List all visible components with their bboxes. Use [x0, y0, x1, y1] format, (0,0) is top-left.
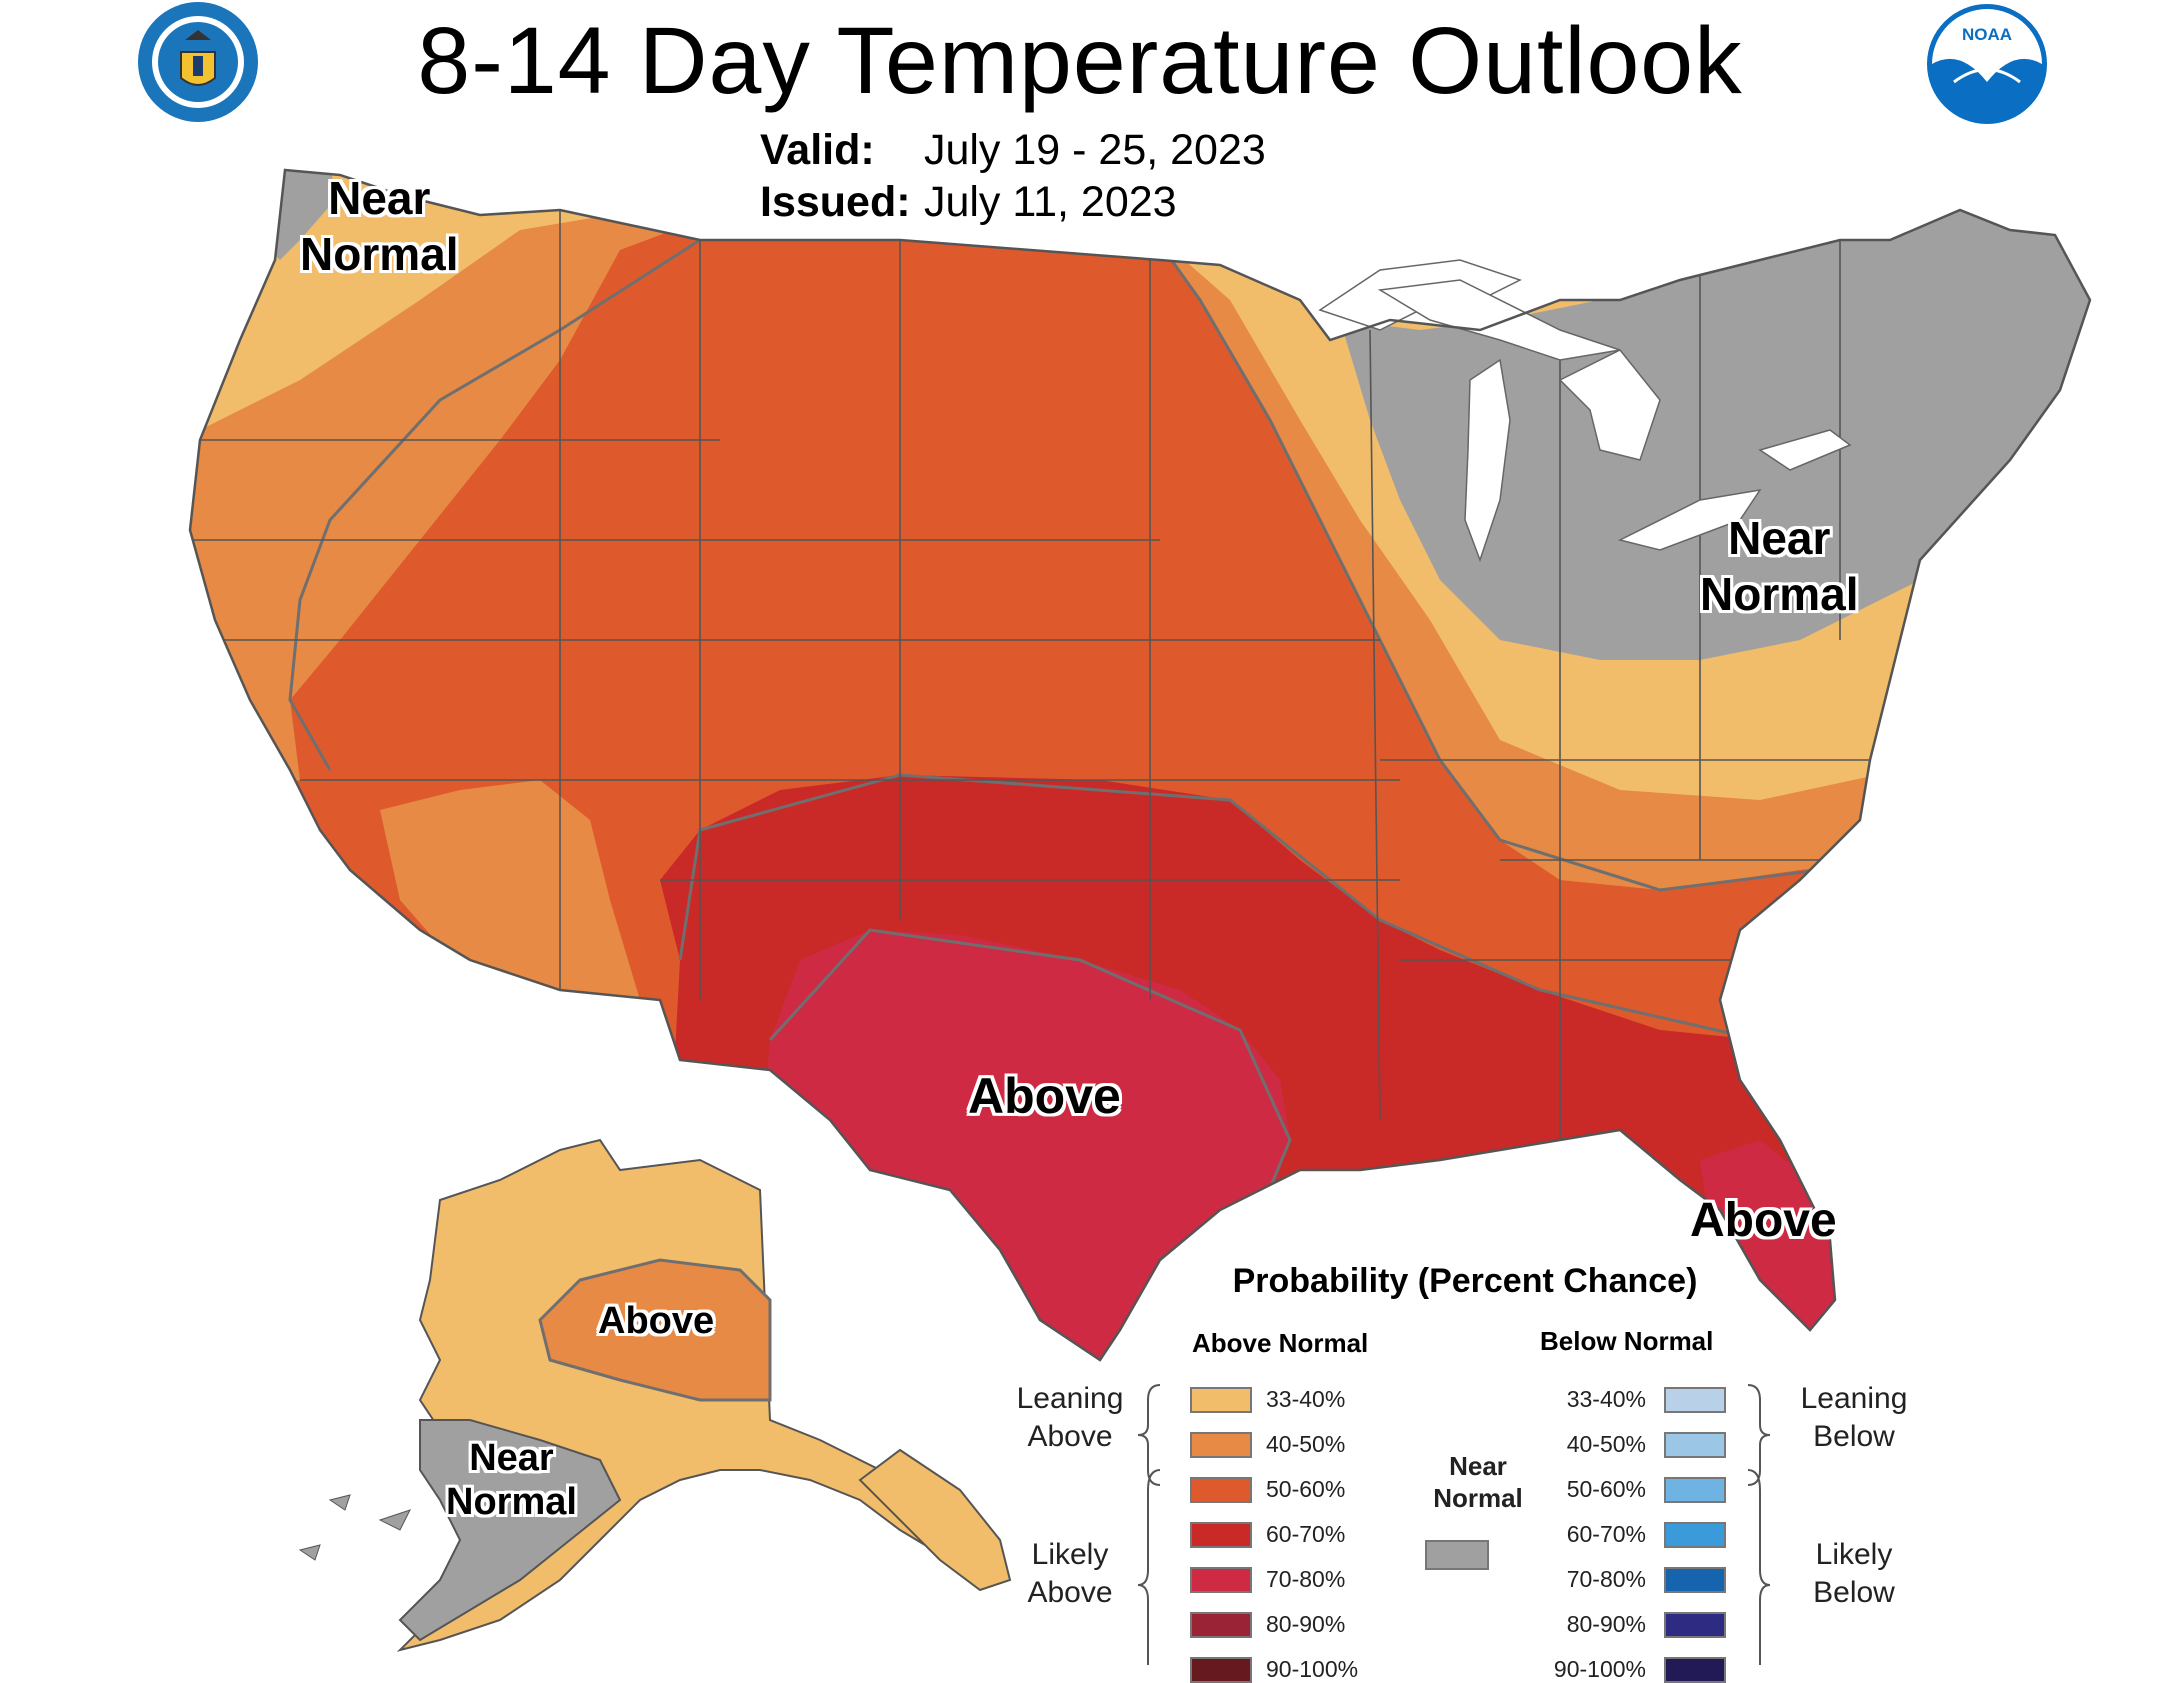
label-near-normal-alaska: Near Normal	[446, 1437, 577, 1523]
noaa-logo-icon: NOAA	[1927, 4, 2047, 124]
valid-value: July 19 - 25, 2023	[923, 126, 1266, 174]
commerce-seal-icon	[138, 2, 258, 122]
legend-above-range-label: 90-100%	[1266, 1656, 1359, 1682]
legend-likely-below: Likely Below	[1813, 1538, 1895, 1609]
legend-below-swatch	[1664, 1567, 1726, 1593]
legend-below-range-label: 90-100%	[1553, 1656, 1646, 1682]
legend-above-swatch	[1190, 1657, 1252, 1683]
lake-michigan-north	[1377, 279, 1621, 361]
legend-title: Probability (Percent Chance)	[1232, 1262, 1698, 1300]
legend-near-swatch	[1425, 1540, 1489, 1570]
alaska-zone-near-normal	[398, 1419, 622, 1642]
legend-below-swatch	[1664, 1432, 1726, 1458]
label-above-alaska: Above	[598, 1300, 715, 1342]
legend-below-range-label: 80-90%	[1566, 1611, 1646, 1637]
issued-row: Issued: July 11, 2023	[760, 176, 1266, 228]
legend-above-range-label: 80-90%	[1266, 1611, 1346, 1637]
valid-row: Valid: July 19 - 25, 2023	[760, 124, 1266, 176]
date-block: Valid: July 19 - 25, 2023 Issued: July 1…	[760, 124, 1266, 228]
lake-ontario	[1758, 429, 1852, 471]
legend-above-range-label: 40-50%	[1266, 1431, 1346, 1457]
legend-below-range-label: 70-80%	[1566, 1566, 1646, 1592]
legend-below-swatch	[1664, 1522, 1726, 1548]
legend-above-swatch	[1190, 1612, 1252, 1638]
legend-above-swatch	[1190, 1432, 1252, 1458]
legend-below-range-label: 33-40%	[1566, 1386, 1646, 1412]
legend-likely-above: Likely Above	[1027, 1538, 1113, 1609]
legend-below-range-label: 60-70%	[1566, 1521, 1646, 1547]
legend-above-swatch	[1190, 1387, 1252, 1413]
alaska-zone-above-40-50	[538, 1258, 772, 1402]
map-title: 8-14 Day Temperature Outlook	[417, 8, 1743, 114]
alaska-map	[298, 1138, 1012, 1652]
label-above-florida: Above	[1690, 1194, 1837, 1247]
label-above-texas: Above	[968, 1068, 1121, 1124]
legend-below-swatch	[1664, 1477, 1726, 1503]
legend-below-header: Below Normal	[1540, 1326, 1714, 1356]
legend-above-swatch	[1190, 1477, 1252, 1503]
legend-below-swatch	[1664, 1657, 1726, 1683]
legend-above-swatch	[1190, 1567, 1252, 1593]
issued-value: July 11, 2023	[923, 178, 1177, 226]
legend-below-swatch	[1664, 1387, 1726, 1413]
legend-leaning-below: Leaning Below	[1800, 1382, 1908, 1453]
legend-above-range-label: 33-40%	[1266, 1386, 1346, 1412]
legend-below-range-label: 50-60%	[1566, 1476, 1646, 1502]
legend-above-range-label: 60-70%	[1266, 1521, 1346, 1547]
lake-erie	[1617, 488, 1762, 551]
legend-leaning-above: Leaning Above	[1016, 1382, 1124, 1453]
label-near-normal-nw: Near Normal	[300, 172, 459, 280]
legend-above-range-label: 50-60%	[1266, 1476, 1346, 1502]
legend-above-range-label: 70-80%	[1266, 1566, 1346, 1592]
legend-above-swatch	[1190, 1522, 1252, 1548]
legend-below-swatch	[1664, 1612, 1726, 1638]
svg-text:NOAA: NOAA	[1962, 25, 2012, 44]
legend-above-header: Above Normal	[1192, 1328, 1369, 1358]
valid-key: Valid:	[760, 126, 875, 174]
label-near-normal-ne: Near Normal	[1700, 512, 1859, 620]
legend-near-header: Near Normal	[1433, 1451, 1523, 1513]
legend-below-range-label: 40-50%	[1566, 1431, 1646, 1457]
lake-michigan	[1464, 358, 1511, 563]
issued-key: Issued:	[760, 178, 911, 226]
alaska-panhandle	[858, 1448, 1012, 1592]
